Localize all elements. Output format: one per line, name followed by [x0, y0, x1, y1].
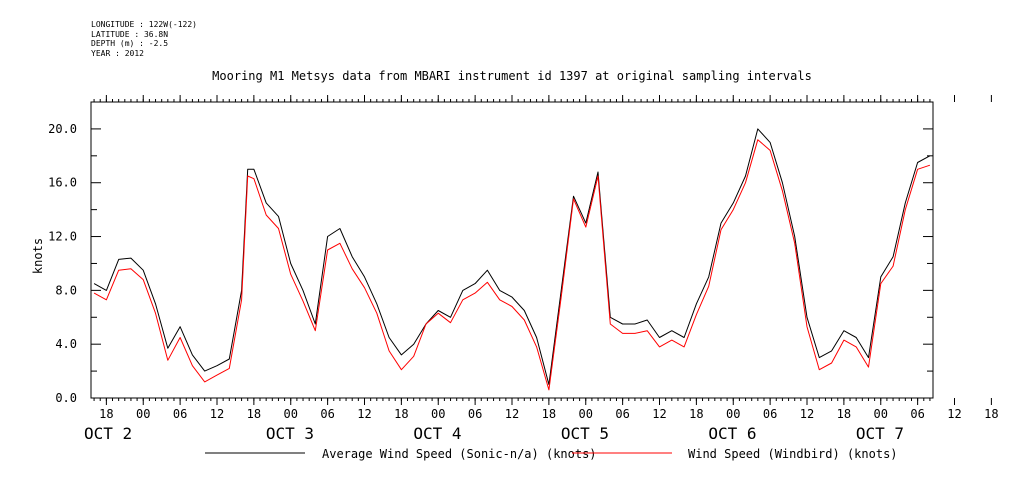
day-label: OCT 2: [84, 424, 132, 443]
y-tick-label: 0.0: [55, 391, 77, 405]
y-tick-label: 4.0: [55, 337, 77, 351]
x-tick-label: 00: [726, 407, 740, 421]
series-line-1: [93, 128, 931, 385]
longitude-text: LONGITUDE : 122W(-122): [91, 20, 197, 29]
y-tick-label: 8.0: [55, 283, 77, 297]
x-tick-label: 18: [99, 407, 113, 421]
x-tick-label: 18: [542, 407, 556, 421]
y-tick-label: 12.0: [48, 230, 77, 244]
day-label: OCT 5: [561, 424, 609, 443]
x-tick-label: 12: [210, 407, 224, 421]
x-tick-label: 00: [136, 407, 150, 421]
x-tick-label: 06: [320, 407, 334, 421]
plot-area: 18 00 06 12 18 00 06 12 18 00 06 12 18 00 06 12 18 00 06 12…: [48, 95, 999, 443]
y-tick-label: 16.0: [48, 176, 77, 190]
day-label: OCT 6: [708, 424, 756, 443]
day-label: OCT 3: [266, 424, 314, 443]
series-line-2: [93, 139, 931, 391]
x-tick-label: 18: [984, 407, 998, 421]
x-tick-label: 06: [173, 407, 187, 421]
legend-label-1: Average Wind Speed (Sonic-n/a) (knots): [322, 447, 597, 461]
x-tick-label: 12: [505, 407, 519, 421]
station-metadata: LONGITUDE : 122W(-122) LATITUDE : 36.8N …: [91, 20, 197, 58]
x-tick-label: 06: [468, 407, 482, 421]
x-tick-label: 18: [247, 407, 261, 421]
y-axis-label: knots: [31, 238, 45, 274]
x-tick-label: 00: [579, 407, 593, 421]
x-tick-label: 12: [357, 407, 371, 421]
x-tick-label: 06: [763, 407, 777, 421]
x-tick-label: 06: [615, 407, 629, 421]
x-tick-label: 06: [910, 407, 924, 421]
y-tick-label: 20.0: [48, 122, 77, 136]
chart-title: Mooring M1 Metsys data from MBARI instru…: [212, 69, 812, 83]
depth-text: DEPTH (m) : -2.5: [91, 39, 169, 49]
x-tick-label: 18: [394, 407, 408, 421]
legend-label-2: Wind Speed (Windbird) (knots): [688, 447, 898, 461]
latitude-text: LATITUDE : 36.8N: [91, 29, 169, 39]
day-label: OCT 7: [856, 424, 904, 443]
x-tick-label: 00: [431, 407, 445, 421]
x-tick-label: 12: [652, 407, 666, 421]
x-tick-label: 12: [800, 407, 814, 421]
plot-frame: [90, 101, 934, 399]
x-tick-label: 00: [874, 407, 888, 421]
legend: Average Wind Speed (Sonic-n/a) (knots) Wi…: [205, 447, 898, 461]
x-tick-label: 18: [689, 407, 703, 421]
year-text: YEAR : 2012: [91, 48, 144, 58]
x-tick-label: 00: [284, 407, 298, 421]
x-tick-label: 12: [947, 407, 961, 421]
day-label: OCT 4: [413, 424, 461, 443]
x-tick-label: 18: [837, 407, 851, 421]
